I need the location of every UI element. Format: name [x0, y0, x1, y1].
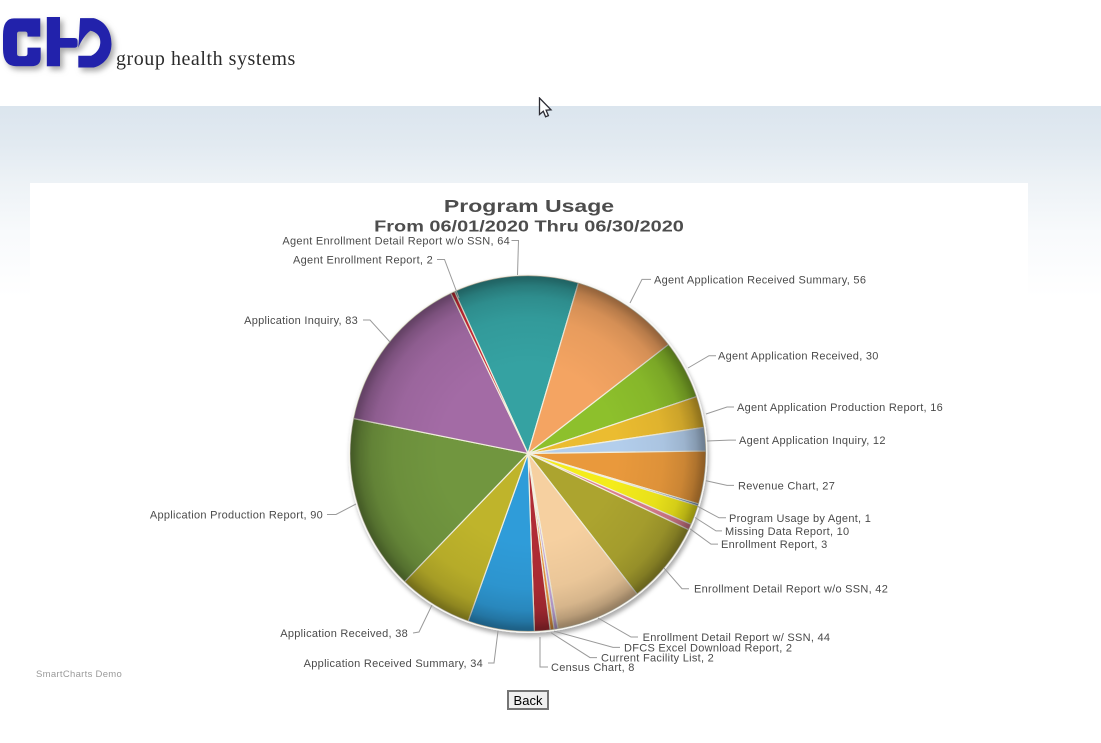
svg-text:Application Inquiry, 83: Application Inquiry, 83: [244, 315, 358, 327]
svg-text:Revenue Chart, 27: Revenue Chart, 27: [738, 480, 835, 492]
svg-text:Enrollment Report, 3: Enrollment Report, 3: [721, 539, 827, 551]
svg-text:SmartCharts Demo: SmartCharts Demo: [36, 669, 122, 680]
svg-text:Census Chart, 8: Census Chart, 8: [551, 662, 635, 674]
svg-text:Application Received, 38: Application Received, 38: [280, 628, 408, 640]
svg-text:Program Usage: Program Usage: [444, 197, 614, 217]
svg-text:Current Facility List, 2: Current Facility List, 2: [601, 653, 714, 665]
svg-text:Enrollment Detail Report w/ SS: Enrollment Detail Report w/ SSN, 44: [643, 632, 831, 644]
svg-text:From 06/01/2020 Thru 06/30/202: From 06/01/2020 Thru 06/30/2020: [374, 218, 684, 236]
svg-text:Agent Application Received Sum: Agent Application Received Summary, 56: [654, 274, 866, 286]
svg-text:Enrollment Detail Report w/o S: Enrollment Detail Report w/o SSN, 42: [694, 584, 888, 596]
svg-text:Agent Application Inquiry, 12: Agent Application Inquiry, 12: [739, 435, 886, 447]
svg-text:Agent Enrollment Report, 2: Agent Enrollment Report, 2: [293, 255, 433, 267]
svg-text:Agent Application Production R: Agent Application Production Report, 16: [737, 402, 943, 414]
svg-text:Application Production Report,: Application Production Report, 90: [150, 510, 323, 522]
svg-text:Application Received Summary,: Application Received Summary, 34: [304, 658, 483, 670]
svg-text:Missing Data Report, 10: Missing Data Report, 10: [725, 526, 849, 538]
svg-text:Agent Enrollment Detail Report: Agent Enrollment Detail Report w/o SSN, …: [282, 236, 510, 248]
svg-text:Program Usage by Agent, 1: Program Usage by Agent, 1: [729, 513, 871, 525]
svg-text:Agent Application Received, 30: Agent Application Received, 30: [718, 351, 879, 363]
svg-text:DFCS Excel Download Report, 2: DFCS Excel Download Report, 2: [624, 642, 792, 654]
